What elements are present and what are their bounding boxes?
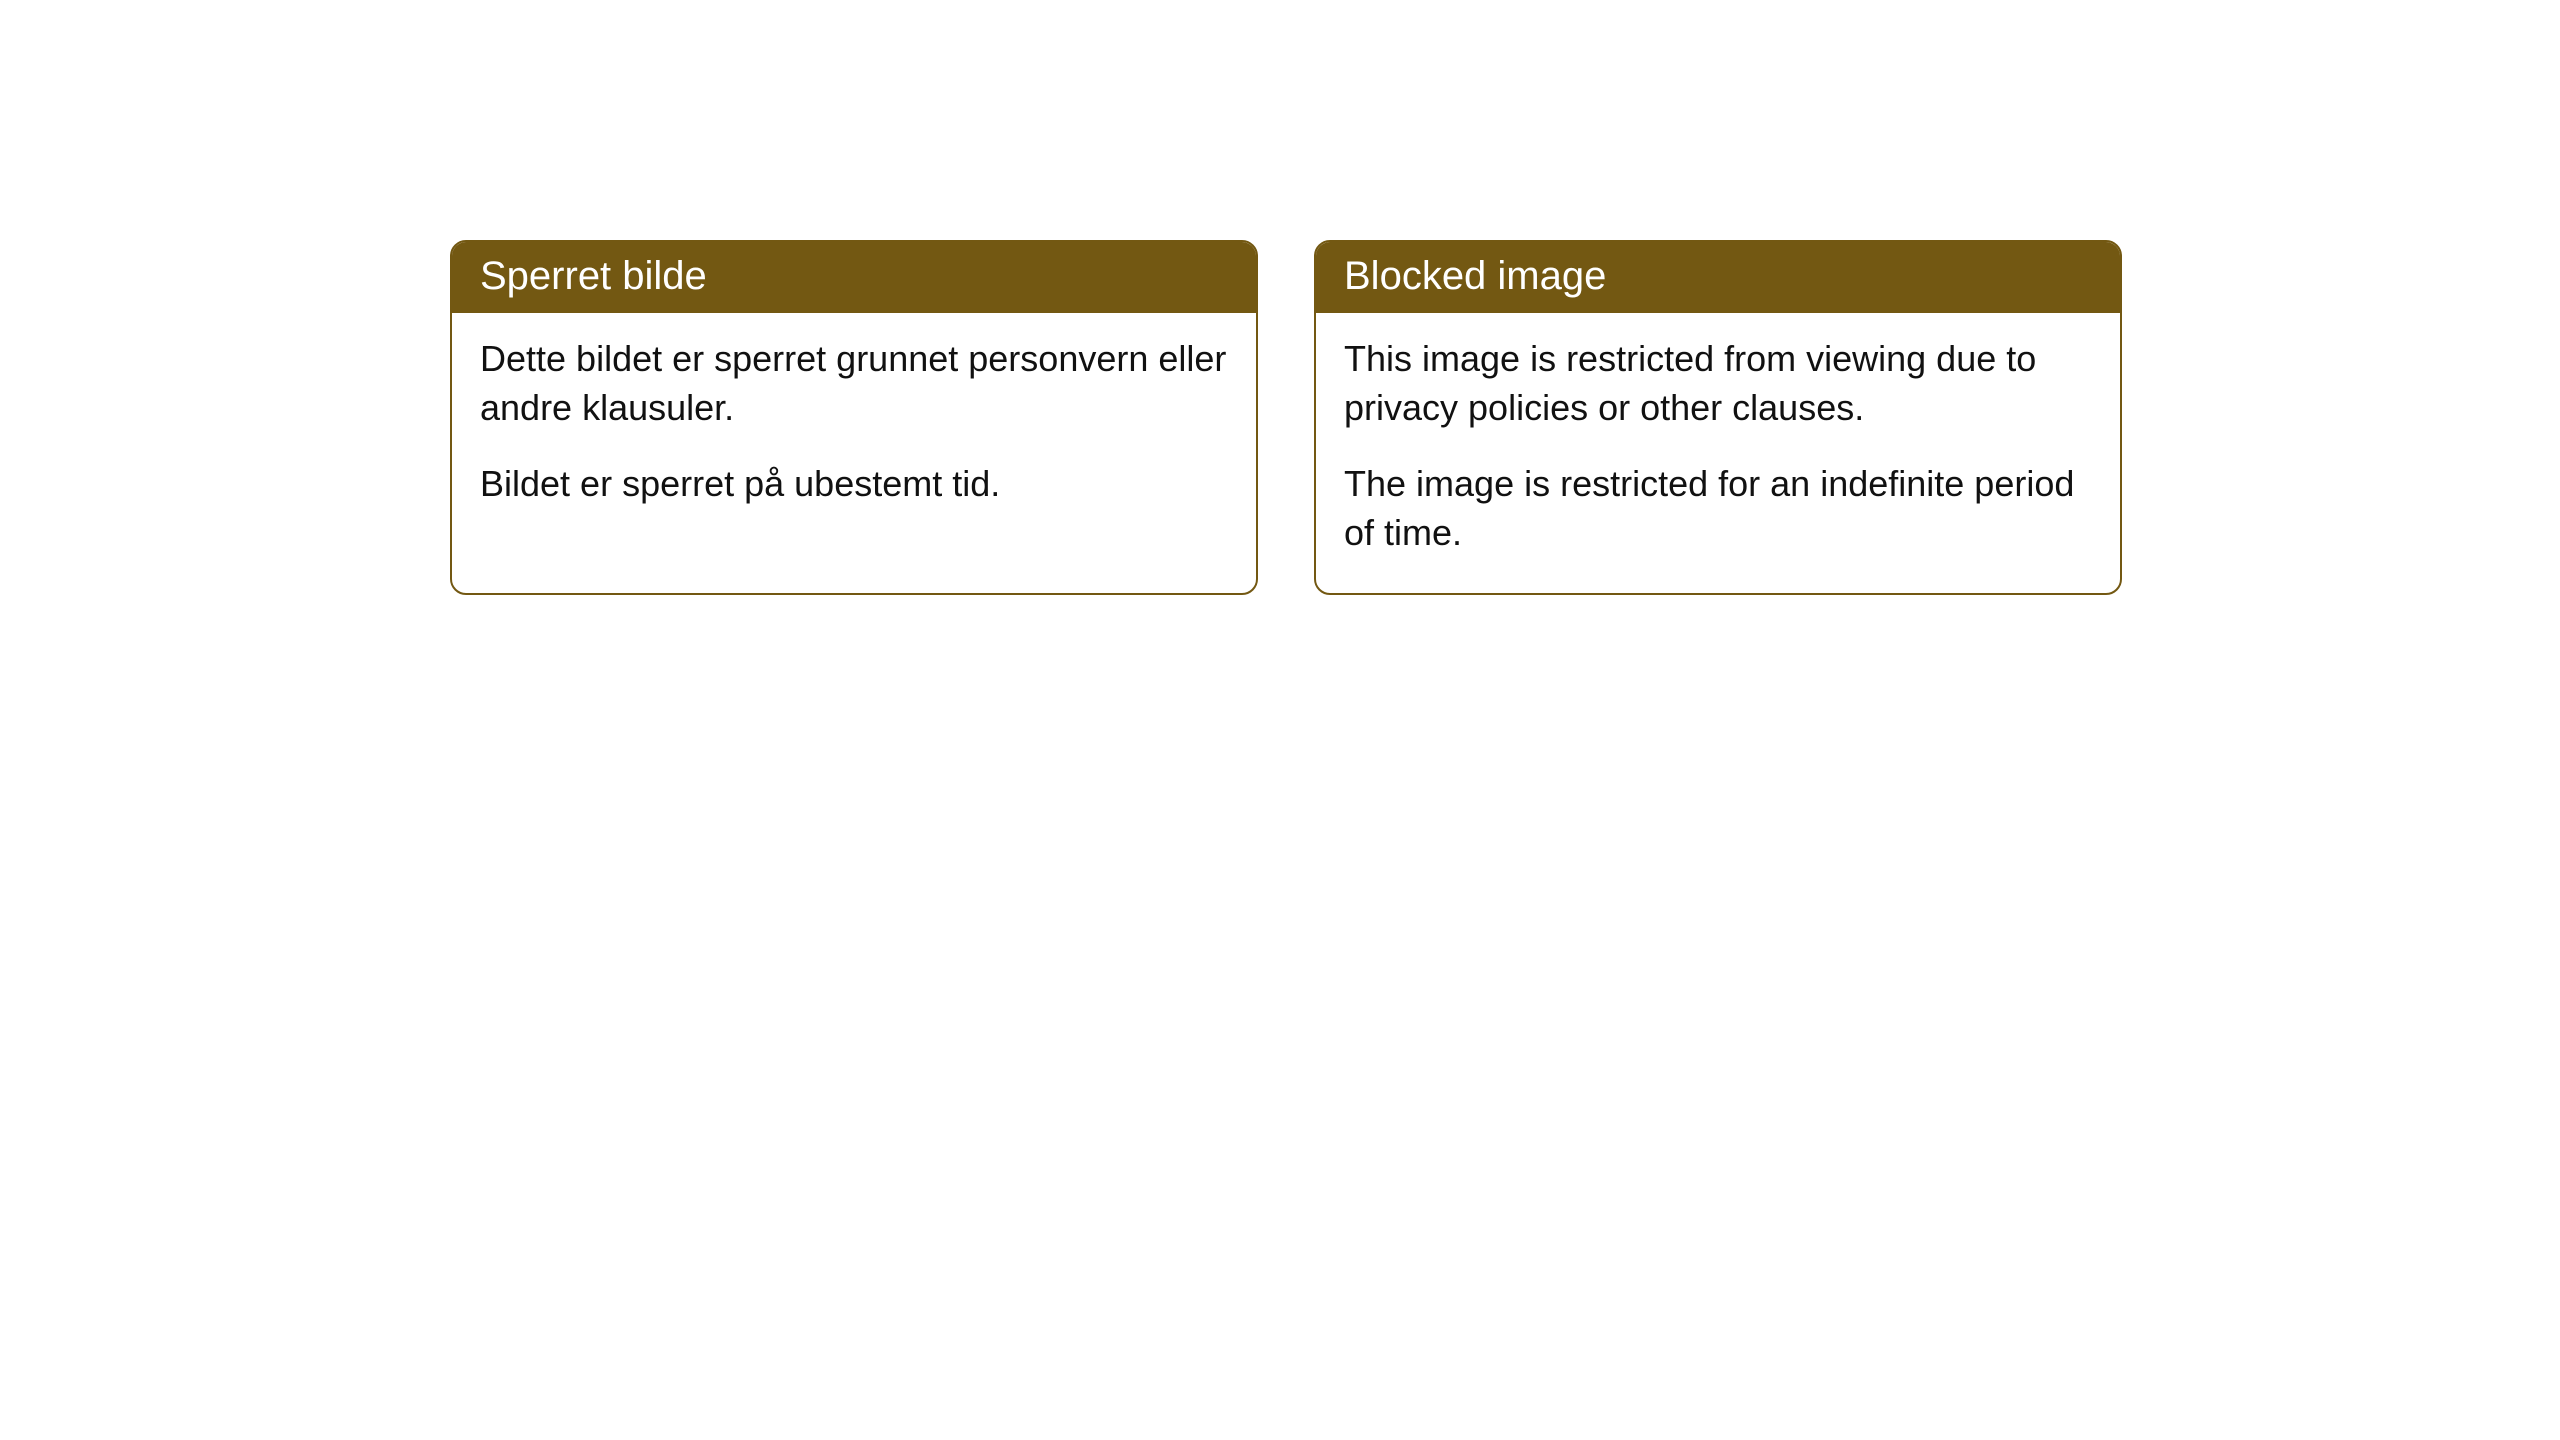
blocked-image-card-english: Blocked image This image is restricted f… bbox=[1314, 240, 2122, 595]
blocked-image-card-norwegian: Sperret bilde Dette bildet er sperret gr… bbox=[450, 240, 1258, 595]
card-paragraph: Dette bildet er sperret grunnet personve… bbox=[480, 335, 1228, 432]
card-paragraph: Bildet er sperret på ubestemt tid. bbox=[480, 460, 1228, 509]
card-title: Blocked image bbox=[1316, 242, 2120, 313]
notice-cards-container: Sperret bilde Dette bildet er sperret gr… bbox=[450, 240, 2122, 595]
card-paragraph: The image is restricted for an indefinit… bbox=[1344, 460, 2092, 557]
card-paragraph: This image is restricted from viewing du… bbox=[1344, 335, 2092, 432]
card-body: This image is restricted from viewing du… bbox=[1316, 313, 2120, 593]
card-body: Dette bildet er sperret grunnet personve… bbox=[452, 313, 1256, 545]
card-title: Sperret bilde bbox=[452, 242, 1256, 313]
